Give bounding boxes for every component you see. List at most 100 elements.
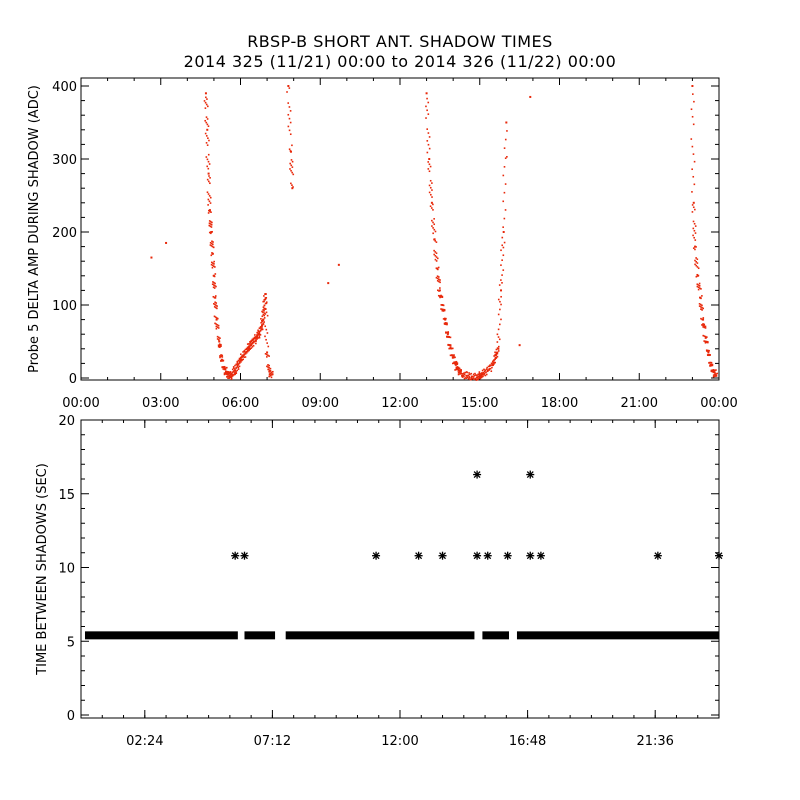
top-data-point-fill	[714, 372, 716, 374]
top-data-point-fill	[291, 184, 293, 186]
top-data-point-fill	[494, 357, 497, 360]
top-data-point-fill	[227, 371, 229, 373]
top-data-point-fill	[455, 361, 458, 364]
top-data-point-fill	[456, 366, 459, 368]
top-data-point-fill	[481, 373, 483, 376]
top-data-point-fill	[503, 166, 506, 168]
top-data-point-fill	[692, 175, 695, 178]
top-data-point-fill	[233, 370, 235, 373]
top-data-point-fill	[291, 160, 294, 163]
top-data-point-fill	[227, 372, 229, 374]
top-data-point-fill	[215, 285, 217, 288]
top-data-point-fill	[248, 346, 250, 348]
top-data-point-fill	[691, 115, 694, 118]
top-data-point-fill	[497, 298, 500, 301]
top-data-point-fill	[263, 312, 266, 314]
top-data-point-fill	[209, 244, 212, 246]
top-data-point-fill	[255, 340, 257, 342]
bottom-data-point	[438, 551, 447, 560]
bottom-x-tick-label: 16:48	[509, 734, 546, 749]
top-data-point-fill	[457, 371, 460, 374]
top-data-point-fill	[455, 367, 458, 370]
top-data-point-fill	[426, 140, 429, 142]
top-data-point-fill	[495, 357, 498, 359]
top-data-point-fill	[206, 118, 209, 120]
top-data-point-fill	[704, 327, 707, 329]
top-data-point-fill	[690, 108, 693, 111]
top-data-point-fill	[287, 113, 290, 116]
top-data-point-fill	[427, 161, 430, 163]
bottom-ticks: 02:24 07:12 12:00 16:48 21:36 0 5 10 15 20	[58, 414, 719, 749]
top-data-point-fill	[207, 193, 210, 195]
top-data-point-fill	[490, 362, 493, 365]
top-data-point-fill	[290, 159, 293, 161]
top-data-point-fill	[707, 341, 709, 344]
top-data-point-fill	[501, 274, 503, 276]
top-data-point-fill	[482, 371, 485, 374]
top-data-point-fill	[690, 138, 693, 140]
top-data-point-fill	[210, 242, 213, 245]
top-data-point-fill	[435, 241, 438, 243]
top-data-point-fill	[702, 323, 704, 325]
top-data-point-fill	[212, 284, 215, 286]
top-data-point-fill	[711, 363, 714, 366]
top-data-point-fill	[452, 354, 454, 356]
top-data-point-fill	[264, 302, 267, 305]
top-data-point-fill	[209, 223, 212, 225]
top-data-point-fill	[236, 365, 239, 368]
top-data-point-fill	[448, 344, 451, 347]
top-data-point-fill	[243, 353, 246, 355]
bottom-data-point	[240, 551, 249, 560]
top-data-point-fill	[455, 360, 458, 363]
top-data-point-fill	[212, 286, 215, 289]
top-data-point-fill	[694, 208, 696, 211]
top-data-point-fill	[439, 296, 441, 299]
top-data-point-fill	[496, 351, 499, 354]
top-data-point-fill	[230, 373, 233, 376]
top-data-point-fill	[500, 279, 502, 281]
top-x-tick-label: 12:00	[381, 396, 418, 411]
top-data-point	[218, 340, 221, 343]
top-data-point-fill	[434, 258, 437, 261]
top-data-point-fill	[206, 98, 208, 100]
top-data-point-fill	[466, 375, 468, 377]
top-data-point-fill	[710, 364, 713, 367]
top-data-point-fill	[451, 356, 454, 358]
top-data-point-fill	[212, 262, 214, 264]
top-y-tick-label: 400	[52, 80, 77, 95]
top-data-point-fill	[211, 221, 213, 224]
bottom-y-tick-label: 10	[58, 562, 75, 577]
top-data-point-fill	[236, 369, 239, 372]
top-data-point-fill	[234, 369, 236, 372]
top-data-point-fill	[219, 337, 221, 340]
top-data-point-fill	[701, 306, 703, 309]
top-data-point-fill	[707, 350, 709, 353]
top-data-point-fill	[482, 372, 484, 375]
top-data-point-fill	[500, 303, 502, 306]
top-data-point-fill	[245, 348, 248, 351]
top-data-point-fill	[433, 218, 435, 220]
top-data-point-fill	[224, 368, 227, 371]
top-data-point	[704, 336, 707, 339]
top-data-point-fill	[713, 369, 716, 372]
top-data-point-fill	[479, 376, 482, 378]
top-data-point-fill	[206, 144, 209, 146]
top-data-point	[707, 351, 710, 354]
bottom-x-tick-label: 07:12	[254, 734, 291, 749]
top-series-points	[150, 85, 719, 381]
top-data-point-fill	[704, 341, 707, 344]
top-data-point-fill	[455, 366, 458, 369]
top-data-point-fill	[292, 186, 294, 188]
top-data-point-fill	[204, 132, 207, 135]
top-data-point-fill	[215, 302, 218, 304]
top-data-point-fill	[695, 261, 698, 263]
top-data-point-fill	[224, 367, 227, 369]
top-data-point-fill	[268, 355, 270, 357]
top-data-point-fill	[712, 370, 715, 372]
top-data-point-fill	[223, 367, 226, 370]
top-data-point-fill	[212, 274, 215, 277]
top-data-point-fill	[506, 155, 508, 158]
top-data-point-fill	[715, 373, 717, 375]
top-data-point-fill	[463, 377, 466, 380]
